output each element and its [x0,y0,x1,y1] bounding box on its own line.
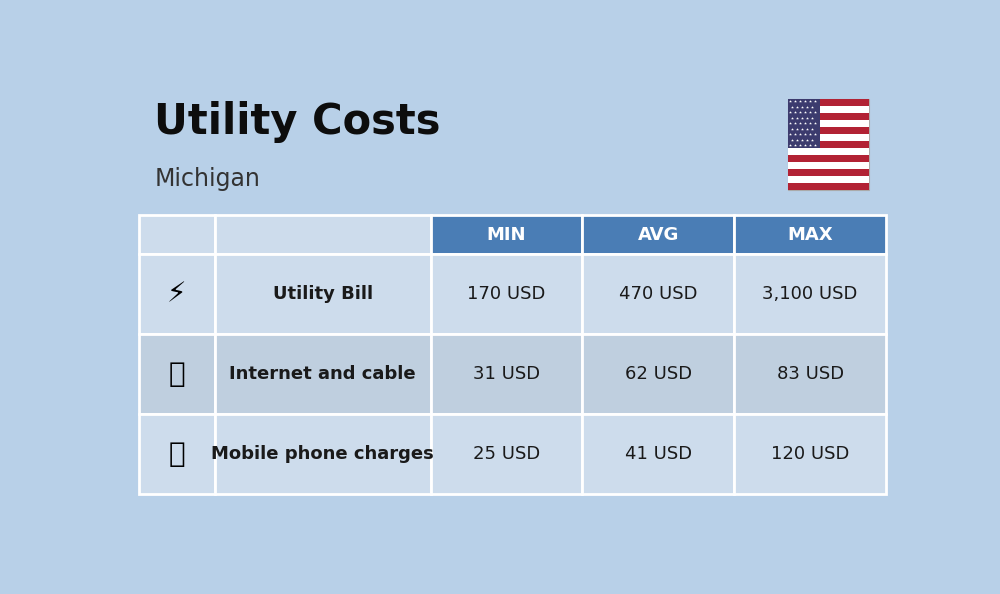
Text: Michigan: Michigan [154,168,260,191]
Text: 470 USD: 470 USD [619,285,698,304]
Bar [788,99,820,148]
Bar [582,216,734,254]
Text: 83 USD: 83 USD [777,365,844,383]
Text: AVG: AVG [638,226,679,244]
Text: MAX: MAX [787,226,833,244]
Bar [431,216,582,254]
Text: 31 USD: 31 USD [473,365,540,383]
Bar [582,254,734,334]
Bar [139,254,215,334]
Text: 41 USD: 41 USD [625,446,692,463]
Bar [788,134,869,141]
Text: Utility Costs: Utility Costs [154,101,441,143]
Bar [788,148,869,155]
Bar [734,216,886,254]
Bar [145,432,209,476]
Bar [139,216,215,254]
Text: 3,100 USD: 3,100 USD [762,285,858,304]
Bar [431,334,582,414]
Bar [145,352,209,396]
Bar [582,334,734,414]
Bar [215,216,431,254]
Bar [145,272,209,316]
Text: 120 USD: 120 USD [771,446,849,463]
Bar [139,334,215,414]
Bar [788,127,869,134]
Bar [734,414,886,494]
Bar [788,176,869,183]
Bar [734,254,886,334]
Bar [431,414,582,494]
Bar [788,141,869,148]
Bar [788,155,869,162]
Bar [788,169,869,176]
Bar [788,183,869,190]
Bar [215,254,431,334]
Bar [788,99,869,190]
Bar [788,99,869,106]
Text: ⚡: ⚡ [167,280,187,308]
Text: 170 USD: 170 USD [467,285,546,304]
Bar [734,334,886,414]
Text: 📱: 📱 [169,440,185,468]
Text: 62 USD: 62 USD [625,365,692,383]
Bar [788,106,869,113]
Bar [582,414,734,494]
Bar [215,414,431,494]
Bar [788,162,869,169]
Text: 25 USD: 25 USD [473,446,540,463]
Text: Mobile phone charges: Mobile phone charges [211,446,434,463]
Text: Internet and cable: Internet and cable [229,365,416,383]
Bar [788,113,869,120]
Bar [215,334,431,414]
Text: Utility Bill: Utility Bill [273,285,373,304]
Text: MIN: MIN [487,226,526,244]
Text: 📶: 📶 [169,361,185,388]
Bar [139,414,215,494]
Bar [431,254,582,334]
Bar [788,120,869,127]
